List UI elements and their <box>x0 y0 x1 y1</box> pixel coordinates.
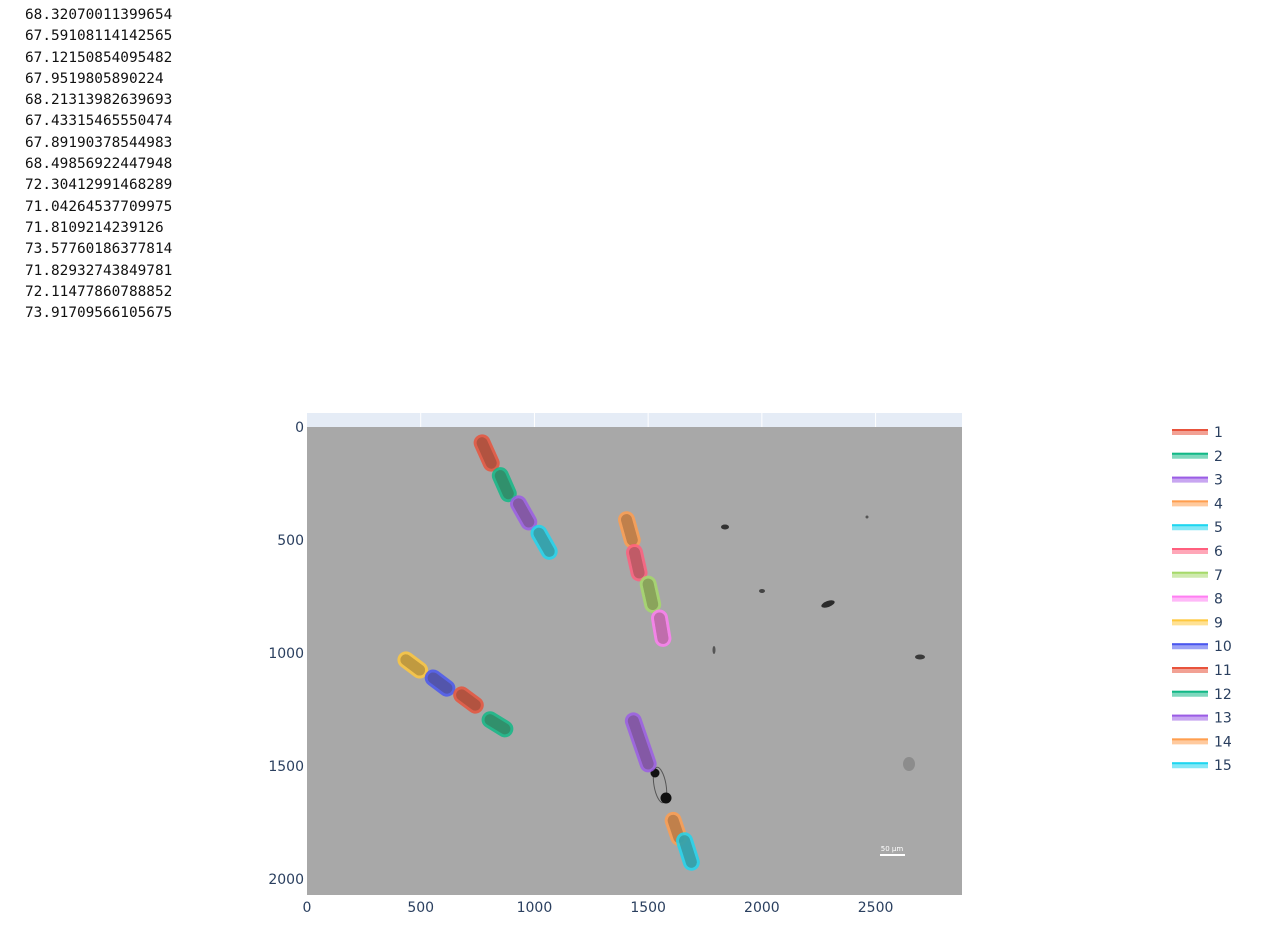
legend-item-4[interactable]: 4 <box>1172 496 1223 512</box>
x-tick-label: 2500 <box>858 900 894 916</box>
cell-overlays <box>397 434 700 871</box>
legend-item-11[interactable]: 11 <box>1172 663 1232 679</box>
legend-label: 9 <box>1214 615 1223 631</box>
y-tick-label: 1500 <box>268 759 304 775</box>
cell-1 <box>473 434 500 472</box>
x-tick-label: 2000 <box>744 900 780 916</box>
scale-bar: 50 μm <box>880 845 905 856</box>
legend-item-6[interactable]: 6 <box>1172 544 1223 560</box>
legend-label: 3 <box>1214 473 1223 489</box>
legend-item-13[interactable]: 13 <box>1172 711 1232 727</box>
cell-10 <box>424 669 456 697</box>
legend-item-7[interactable]: 7 <box>1172 568 1223 584</box>
legend-label: 12 <box>1214 687 1232 703</box>
legend-item-2[interactable]: 2 <box>1172 449 1223 465</box>
cell-8 <box>651 609 672 647</box>
cell-15 <box>676 832 700 871</box>
cell-9 <box>397 651 429 679</box>
legend-item-14[interactable]: 14 <box>1172 734 1232 750</box>
cell-13 <box>624 712 657 773</box>
cell-6 <box>626 543 648 582</box>
cell-5 <box>530 524 558 560</box>
cell-3 <box>510 495 538 531</box>
legend-item-5[interactable]: 5 <box>1172 520 1223 536</box>
scale-bar-label: 50 μm <box>881 845 904 853</box>
cell-4 <box>618 511 641 549</box>
y-tick-label: 1000 <box>268 646 304 662</box>
legend-item-12[interactable]: 12 <box>1172 687 1232 703</box>
cell-14 <box>664 811 688 846</box>
cell-11 <box>453 686 484 714</box>
legend-label: 8 <box>1214 592 1223 608</box>
legend-label: 6 <box>1214 544 1223 560</box>
x-tick-label: 1500 <box>630 900 666 916</box>
legend-label: 11 <box>1214 663 1232 679</box>
legend-item-8[interactable]: 8 <box>1172 592 1223 608</box>
y-axis-ticks: 0 500 1000 1500 2000 <box>268 420 304 888</box>
legend-label: 2 <box>1214 449 1223 465</box>
legend-item-3[interactable]: 3 <box>1172 473 1223 489</box>
x-axis-ticks: 0 500 1000 1500 2000 2500 <box>303 900 894 916</box>
x-tick-label: 0 <box>303 900 312 916</box>
y-tick-label: 2000 <box>268 872 304 888</box>
x-tick-label: 1000 <box>517 900 553 916</box>
x-tick-label: 500 <box>407 900 434 916</box>
legend-label: 15 <box>1214 758 1232 774</box>
legend-label: 14 <box>1214 734 1232 750</box>
cell-2 <box>491 467 517 503</box>
legend-item-1[interactable]: 1 <box>1172 425 1223 441</box>
legend-item-9[interactable]: 9 <box>1172 615 1223 631</box>
legend-label: 7 <box>1214 568 1223 584</box>
cell-output-text: 68.32070011399654 67.59108114142565 67.1… <box>25 7 173 322</box>
top-gridlines <box>420 413 877 427</box>
legend-label: 10 <box>1214 639 1232 655</box>
legend-label: 4 <box>1214 496 1223 512</box>
legend-label: 13 <box>1214 711 1232 727</box>
legend-label: 5 <box>1214 520 1223 536</box>
cell-12 <box>481 711 514 738</box>
plot-top-strip <box>307 413 962 427</box>
legend-label: 1 <box>1214 425 1223 441</box>
cell-7 <box>639 575 662 613</box>
legend-item-10[interactable]: 10 <box>1172 639 1232 655</box>
y-tick-label: 0 <box>295 420 304 436</box>
legend-item-15[interactable]: 15 <box>1172 758 1232 774</box>
y-tick-label: 500 <box>277 533 304 549</box>
